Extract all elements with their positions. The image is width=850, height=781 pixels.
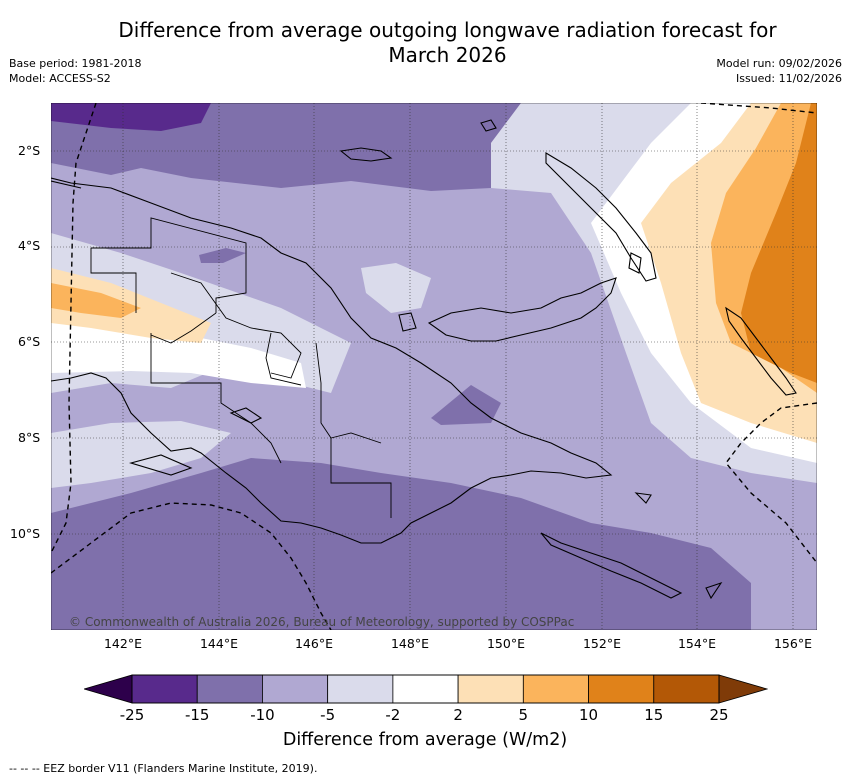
colorbar-tick-label: 10: [579, 706, 599, 724]
anomaly-zone-south: [51, 458, 751, 630]
base-period: Base period: 1981-2018: [9, 57, 142, 70]
colorbar-tick-label: -2: [385, 706, 401, 724]
graticule: [51, 103, 817, 630]
lon-label-150e: 150°E: [486, 636, 525, 651]
colorbar-tick-label: 5: [518, 706, 529, 724]
colorbar-swatch: [327, 674, 394, 704]
title-line-1: Difference from average outgoing longwav…: [118, 18, 777, 42]
anomaly-zone-strong-positive-east: [741, 103, 817, 383]
anomaly-zone-strong-nw: [51, 103, 211, 131]
lon-label-146e: 146°E: [294, 636, 333, 651]
lon-label-152e: 152°E: [582, 636, 621, 651]
anomaly-zone-light-center: [361, 263, 431, 313]
province-borders: [90, 217, 392, 518]
colorbar-tick-label: 25: [709, 706, 729, 724]
colorbar-swatch: [522, 674, 589, 704]
anomaly-patch-144e: [199, 248, 246, 263]
colorbar-tick-label: 15: [644, 706, 664, 724]
lat-label-10s: 10°S: [10, 526, 41, 541]
colorbar-tick-label: -10: [250, 706, 275, 724]
colorbar-tick-label: -25: [119, 706, 145, 724]
map-panel: © Commonwealth of Australia 2026, Bureau…: [51, 103, 817, 630]
colorbar-swatch: [653, 674, 720, 704]
lon-label-156e: 156°E: [773, 636, 812, 651]
eez-footnote: -- -- -- EEZ border V11 (Flanders Marine…: [9, 762, 318, 775]
colorbar-title: Difference from average (W/m2): [282, 730, 568, 750]
colorbar-swatch: [131, 674, 198, 704]
colorbar-tick-label: 2: [453, 706, 463, 724]
anomaly-zone-positive-west: [51, 283, 141, 318]
title-line-2: March 2026: [388, 43, 507, 67]
lon-label-142e: 142°E: [103, 636, 142, 651]
meta-left: Base period: 1981-2018 Model: ACCESS-S2: [9, 56, 141, 86]
colorbar-over-arrow: [719, 675, 767, 703]
colorbar: [84, 674, 768, 704]
colorbar-swatch: [588, 674, 655, 704]
anomaly-patch-149e: [431, 385, 501, 425]
lat-label-6s: 6°S: [18, 334, 41, 349]
lon-label-148e: 148°E: [390, 636, 429, 651]
colorbar-swatch: [457, 674, 524, 704]
model-name: Model: ACCESS-S2: [9, 72, 111, 85]
copyright-notice: © Commonwealth of Australia 2026, Bureau…: [69, 615, 574, 629]
map-title: Difference from average outgoing longwav…: [0, 18, 850, 68]
model-run: Model run: 09/02/2026: [716, 57, 842, 70]
issued-date: Issued: 11/02/2026: [735, 72, 842, 85]
meta-right: Model run: 09/02/2026 Issued: 11/02/2026: [716, 56, 842, 86]
lat-label-2s: 2°S: [18, 143, 41, 158]
lon-label-154e: 154°E: [677, 636, 716, 651]
lat-label-4s: 4°S: [18, 238, 41, 253]
lon-label-144e: 144°E: [199, 636, 238, 651]
colorbar-tick-label: -5: [320, 706, 336, 724]
colorbar-under-arrow: [84, 675, 132, 703]
colorbar-swatch: [392, 674, 459, 704]
colorbar-swatch: [196, 674, 263, 704]
colorbar-tick-label: -15: [184, 706, 210, 724]
lat-label-8s: 8°S: [18, 430, 41, 445]
coastline: [51, 119, 797, 600]
eez-border: [51, 103, 817, 630]
colorbar-swatch: [262, 674, 329, 704]
